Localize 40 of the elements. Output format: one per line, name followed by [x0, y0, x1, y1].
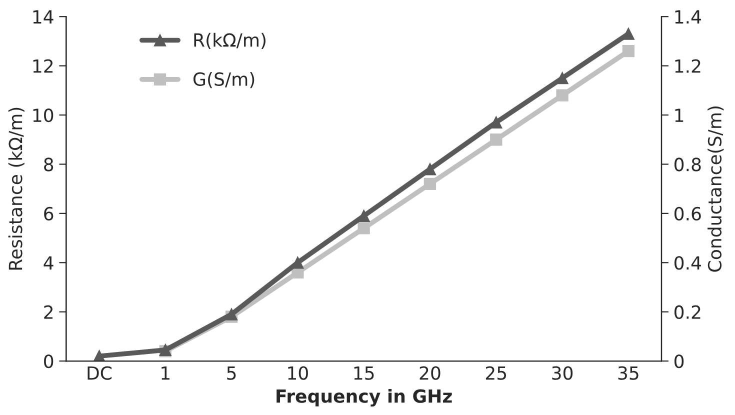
x-tick-label: 35 — [618, 366, 638, 380]
y-tick-label: 8 — [44, 158, 54, 172]
y2-tick-label: 0.8 — [674, 158, 701, 172]
x-tick-label: 20 — [420, 366, 440, 380]
y-tick-label: 10 — [33, 108, 54, 122]
y2-tick-label: 0.6 — [674, 206, 701, 221]
x-tick-label: 25 — [486, 366, 506, 380]
legend-label: R(kΩ/m) — [194, 32, 266, 49]
y2-tick-label: 0.2 — [674, 305, 700, 319]
y-tick-label: 4 — [44, 256, 54, 270]
y2-tick-label: 1.4 — [675, 10, 702, 24]
y-axis-title: Resistance (kΩ/m) — [8, 108, 24, 270]
y2-tick-label: 0 — [674, 354, 684, 368]
x-tick-label: 15 — [354, 366, 374, 380]
x-tick-label: 5 — [227, 366, 236, 380]
legend-label: G(S/m) — [194, 72, 254, 88]
y-tick-label: 0 — [44, 354, 54, 368]
x-tick-label: 30 — [552, 366, 573, 380]
point — [556, 89, 568, 102]
point — [225, 308, 238, 320]
x-axis-title: Frequency in GHz — [276, 388, 452, 407]
point — [490, 116, 502, 128]
y-tick-label: 12 — [33, 59, 53, 73]
x-tick-label: 1 — [162, 366, 170, 380]
y2-axis-title: Conductance(S/m) — [708, 106, 724, 272]
x-tick-label: DC — [88, 366, 112, 380]
y-tick-label: 14 — [33, 10, 54, 24]
y-tick-label: 6 — [44, 206, 54, 221]
point — [424, 178, 436, 190]
point — [358, 222, 370, 234]
y-tick-label: 2 — [44, 305, 53, 319]
y2-tick-label: 1 — [675, 108, 684, 122]
y2-tick-label: 1.2 — [675, 59, 700, 73]
point — [490, 134, 502, 146]
point — [622, 44, 634, 58]
y2-tick-label: 0.4 — [674, 256, 702, 270]
point — [622, 28, 634, 40]
point — [424, 163, 436, 176]
x-tick-label: 10 — [288, 366, 308, 380]
point — [556, 72, 568, 84]
